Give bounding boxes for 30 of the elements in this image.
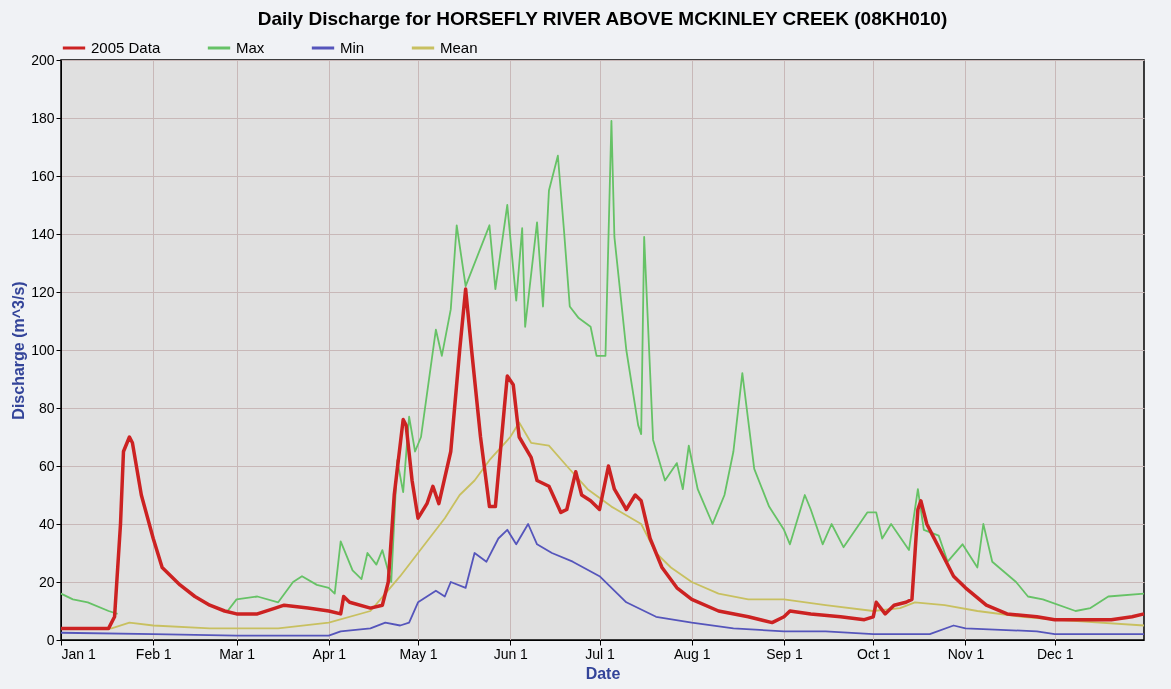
y-tick-label: 100 xyxy=(31,341,55,358)
x-tick-label: Jan 1 xyxy=(61,645,96,662)
legend-label: Max xyxy=(236,39,265,56)
y-tick-label: 80 xyxy=(38,399,55,416)
y-tick-label: 40 xyxy=(38,515,55,532)
x-tick-label: Oct 1 xyxy=(857,645,891,662)
x-tick-label: Jun 1 xyxy=(493,645,529,662)
y-tick-label: 20 xyxy=(38,573,55,590)
legend-label: Min xyxy=(340,39,365,56)
y-tick-label: 140 xyxy=(31,225,55,242)
y-tick-label: 60 xyxy=(38,457,55,474)
x-tick-label: Mar 1 xyxy=(219,645,256,662)
y-tick-label: 200 xyxy=(31,51,55,68)
y-tick-label: 160 xyxy=(31,167,55,184)
x-tick-label: Feb 1 xyxy=(135,645,172,662)
x-tick-label: Aug 1 xyxy=(673,645,711,662)
legend-label: Mean xyxy=(440,39,478,56)
y-axis-title: Discharge (m^3/s) xyxy=(10,281,28,420)
chart-title: Daily Discharge for HORSEFLY RIVER ABOVE MCKINLEY CREEK (08KH010) xyxy=(257,8,948,29)
legend-label: 2005 Data xyxy=(91,39,161,56)
y-tick-label: 180 xyxy=(31,109,55,126)
y-tick-label: 0 xyxy=(46,631,55,648)
x-tick-label: Dec 1 xyxy=(1036,645,1074,662)
x-tick-label: May 1 xyxy=(399,645,438,662)
x-tick-label: Jul 1 xyxy=(585,645,616,662)
x-tick-label: Nov 1 xyxy=(947,645,985,662)
x-tick-label: Sep 1 xyxy=(766,645,803,662)
x-tick-label: Apr 1 xyxy=(312,645,347,662)
y-tick-label: 120 xyxy=(31,283,55,300)
x-axis-title: Date xyxy=(585,664,621,682)
